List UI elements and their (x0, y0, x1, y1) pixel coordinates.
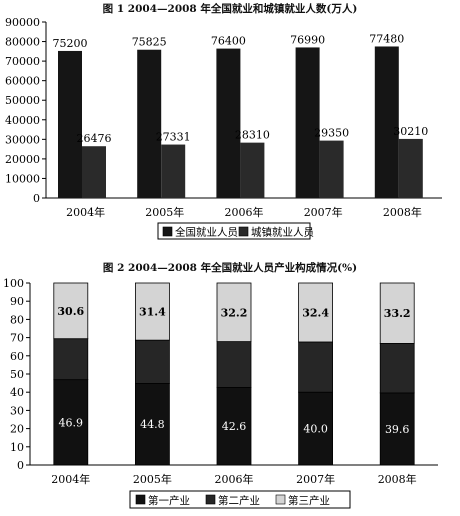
chart1-bar (398, 138, 423, 198)
chart1-data-label: 75200 (53, 37, 88, 50)
chart2-y-tick-label: 90 (10, 295, 24, 308)
chart2-bar-segment (134, 339, 170, 384)
chart1-legend-box (157, 222, 311, 240)
chart1-legend-swatch (162, 226, 173, 237)
chart2-x-tick-label: 2004年 (51, 472, 90, 486)
chart2-bar-segment (134, 282, 170, 341)
chart1-y-tick-label: 50000 (5, 94, 40, 107)
chart2-data-label: 42.6 (222, 420, 247, 433)
chart1-bar (58, 50, 82, 198)
chart1-data-label: 30210 (393, 125, 428, 138)
chart2-bar-segment (379, 343, 415, 394)
chart2-bar-segment (216, 387, 252, 466)
chart2-y-tick-label: 100 (3, 277, 24, 290)
chart2-y-tick-label: 60 (10, 350, 24, 363)
chart1-bar (137, 49, 162, 198)
chart2-x-tick-label: 2006年 (215, 472, 254, 486)
chart2-bar-segment (216, 341, 252, 388)
chart2-y-tick-label: 30 (10, 404, 24, 417)
chart1-data-label: 27331 (156, 131, 191, 144)
chart1-bar (82, 146, 106, 198)
chart2-data-label: 32.4 (302, 306, 329, 319)
chart1-x-tick-label: 2006年 (225, 205, 264, 219)
chart2-data-label: 40.0 (303, 423, 328, 436)
chart2-y-tick-label: 40 (10, 386, 24, 399)
chart2-legend-label: 第二产业 (218, 494, 260, 507)
chart1-y-tick-label: 40000 (5, 114, 40, 127)
chart1-legend-label: 全国就业人员 (175, 226, 238, 239)
chart2-y-tick-label: 0 (17, 459, 24, 472)
chart2-data-label: 46.9 (59, 416, 84, 429)
chart1-y-tick-label: 10000 (5, 172, 40, 185)
chart1-data-label: 77480 (369, 32, 404, 45)
chart2-x-tick-label: 2005年 (133, 472, 172, 486)
chart1-x-tick-label: 2008年 (383, 205, 422, 219)
chart1-y-tick-label: 0 (33, 192, 40, 205)
chart2-data-label: 32.2 (221, 306, 248, 319)
chart1-data-label: 29350 (314, 127, 349, 140)
chart1-y-tick-label: 70000 (5, 55, 40, 68)
chart2-bar-segment (379, 282, 415, 344)
chart1-data-label: 26476 (77, 132, 112, 145)
chart2-x-tick-label: 2008年 (378, 472, 417, 486)
chart2-title: 图 2 2004—2008 年全国就业人员产业构成情况(%) (102, 262, 358, 274)
chart1-bar (240, 142, 265, 198)
chart1-data-label: 75825 (132, 36, 167, 49)
chart2-legend-swatch (205, 494, 216, 505)
chart2-legend-label: 第一产业 (148, 494, 190, 507)
chart1-data-label: 28310 (235, 129, 270, 142)
chart2-y-tick-label: 70 (10, 332, 24, 345)
chart2-legend-swatch (275, 494, 286, 505)
chart1-title: 图 1 2004—2008 年全国就业和城镇就业人数(万人) (102, 3, 358, 15)
chart2-data-label: 30.6 (57, 305, 84, 318)
chart2-y-tick-label: 10 (10, 441, 24, 454)
chart2-y-tick-label: 80 (10, 313, 24, 326)
chart1-y-tick-label: 60000 (5, 75, 40, 88)
chart1-x-tick-label: 2004年 (66, 205, 105, 219)
chart2-legend-box (129, 490, 351, 509)
chart2-y-tick-label: 50 (10, 368, 24, 381)
chart2-data-label: 39.6 (385, 423, 410, 436)
chart1-data-label: 76400 (211, 35, 246, 48)
chart2-bar-segment (134, 383, 170, 466)
chart1-y-tick-label: 30000 (5, 133, 40, 146)
chart2-data-label: 33.2 (384, 307, 411, 320)
chart2-bar-segment (298, 341, 334, 393)
chart2-bar-segment (53, 282, 89, 340)
chart2-x-tick-label: 2007年 (296, 472, 335, 486)
chart1-legend-label: 城镇就业人员 (251, 226, 314, 239)
chart1-legend-swatch (238, 226, 249, 237)
chart1-bar (295, 47, 320, 199)
chart1-y-tick-label: 90000 (5, 16, 40, 29)
chart2-bar-segment (298, 282, 334, 343)
chart2-bar-segment (216, 282, 252, 343)
chart1-bar (216, 48, 241, 199)
chart2-bar-segment (53, 338, 89, 381)
chart1-y-tick-label: 20000 (5, 153, 40, 166)
chart2-data-label: 31.4 (139, 306, 166, 319)
chart1-bar (161, 144, 186, 198)
chart1-bar (374, 46, 399, 199)
chart2-y-tick-label: 20 (10, 423, 24, 436)
chart2-legend-label: 第三产业 (288, 494, 330, 507)
chart1-x-tick-label: 2005年 (145, 205, 184, 219)
chart2-bar-segment (298, 391, 334, 466)
chart1-y-tick-label: 80000 (5, 36, 40, 49)
chart1-x-tick-label: 2007年 (304, 205, 343, 219)
chart1-data-label: 76990 (290, 33, 325, 46)
chart2-data-label: 44.8 (140, 418, 165, 431)
chart1-bar (319, 140, 344, 198)
chart2-legend-swatch (135, 494, 146, 505)
